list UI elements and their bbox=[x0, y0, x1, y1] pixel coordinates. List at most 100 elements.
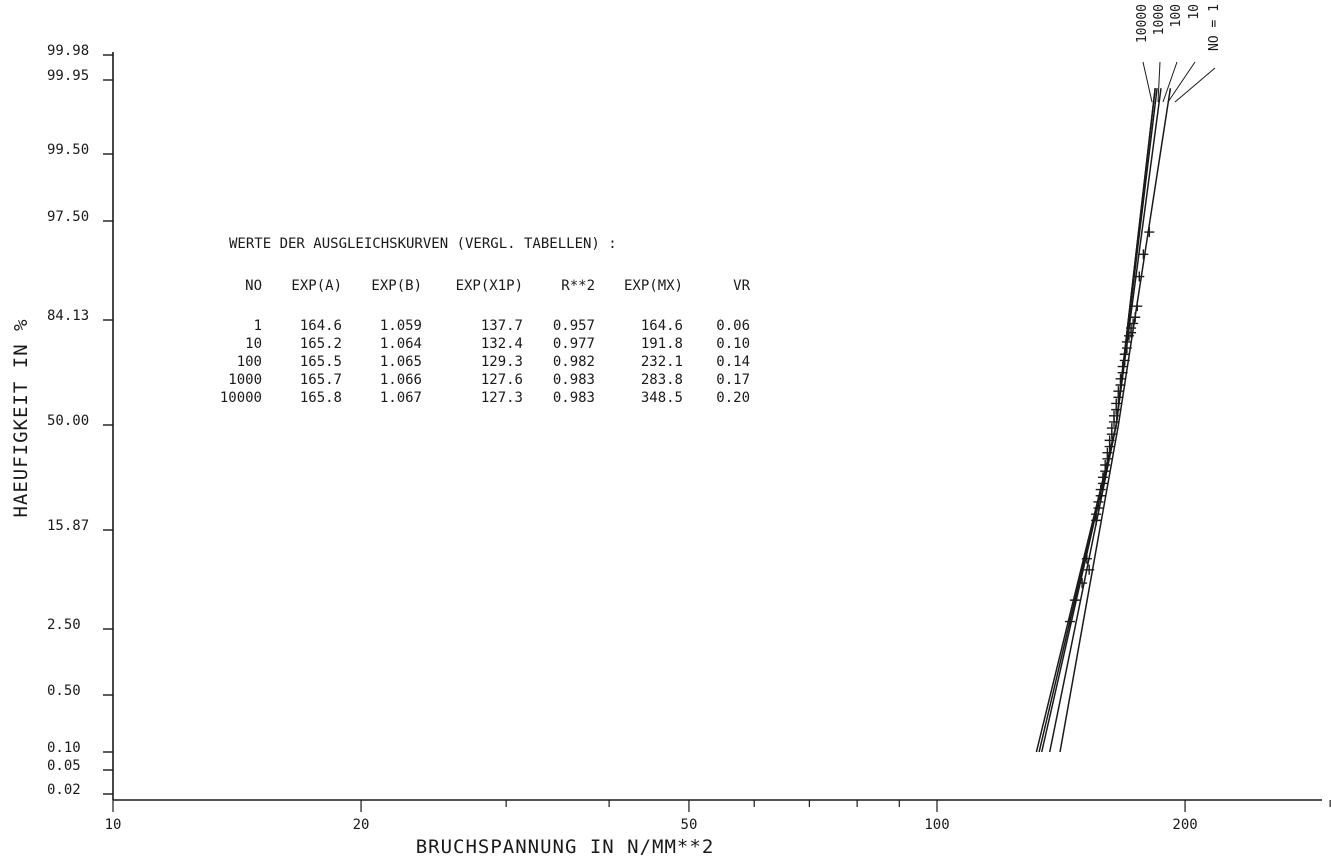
x-tick-label-200: 200 bbox=[1172, 817, 1197, 833]
curve-1000 bbox=[1038, 88, 1156, 753]
data-point bbox=[1126, 323, 1137, 334]
table-cell: 164.6 bbox=[641, 318, 683, 334]
table-header-exp-b: EXP(B) bbox=[371, 278, 422, 294]
data-point bbox=[1095, 484, 1106, 495]
data-point bbox=[1081, 553, 1092, 564]
y-tick-label-99-50: 99.50 bbox=[47, 142, 89, 158]
curve-group bbox=[1035, 88, 1172, 753]
data-point bbox=[1109, 410, 1120, 421]
table-cell: 0.957 bbox=[553, 318, 595, 334]
x-tick-label-20: 20 bbox=[353, 817, 370, 833]
table-header-row: NO EXP(A) EXP(B) EXP(X1P) R**2 EXP(MX) VR bbox=[245, 278, 750, 294]
curve-10000 bbox=[1035, 88, 1156, 753]
legend-label-no-1: NO = 1 bbox=[1207, 4, 1222, 51]
data-point bbox=[1134, 271, 1145, 282]
x-tick-label-100: 100 bbox=[924, 817, 949, 833]
table-cell: 165.5 bbox=[300, 354, 342, 370]
data-point bbox=[1119, 349, 1130, 360]
table-cell: 0.20 bbox=[716, 390, 750, 406]
legend-label-1000: 1000 bbox=[1152, 4, 1167, 35]
data-point bbox=[1117, 361, 1128, 372]
data-point bbox=[1102, 447, 1113, 458]
table-cell: 283.8 bbox=[641, 372, 683, 388]
data-point bbox=[1093, 496, 1104, 507]
table-cell: 1.064 bbox=[380, 336, 422, 352]
curve-100 bbox=[1040, 88, 1158, 753]
data-point bbox=[1097, 472, 1108, 483]
table-header-vr: VR bbox=[733, 278, 750, 294]
y-tick-label-99-98: 99.98 bbox=[47, 43, 89, 59]
table-cell: 1.066 bbox=[380, 372, 422, 388]
legend-leader-no-1 bbox=[1174, 67, 1216, 103]
table-cell: 10 bbox=[245, 336, 262, 352]
table-cell: 165.2 bbox=[300, 336, 342, 352]
y-tick-group: 99.98 99.95 99.50 97.50 84.13 50.00 15.87 2.50 0… bbox=[47, 43, 113, 798]
table-cell: 1.067 bbox=[380, 390, 422, 406]
table-cell: 348.5 bbox=[641, 390, 683, 406]
table-row: 10 165.2 1.064 132.4 0.977 191.8 0.10 bbox=[245, 336, 750, 352]
table-cell: 1.059 bbox=[380, 318, 422, 334]
table-cell: 137.7 bbox=[481, 318, 523, 334]
legend-leader-100 bbox=[1162, 61, 1178, 103]
data-point bbox=[1113, 386, 1124, 397]
data-point bbox=[1132, 301, 1143, 312]
x-tick-label-10: 10 bbox=[105, 817, 122, 833]
data-point bbox=[1128, 318, 1139, 329]
legend-leader-1000 bbox=[1157, 61, 1161, 103]
data-point bbox=[1106, 423, 1117, 434]
y-tick-label-0-05: 0.05 bbox=[47, 758, 81, 774]
x-axis-title: BRUCHSPANNUNG IN N/MM**2 bbox=[416, 836, 715, 858]
table-cell: 0.10 bbox=[716, 336, 750, 352]
table-cell: 0.17 bbox=[716, 372, 750, 388]
table-header-r-2: R**2 bbox=[561, 278, 595, 294]
data-point bbox=[1138, 249, 1149, 260]
y-tick-label-97-50: 97.50 bbox=[47, 209, 89, 225]
table-cell: 129.3 bbox=[481, 354, 523, 370]
table-header-exp-x1p: EXP(X1P) bbox=[456, 278, 523, 294]
table-cell: 165.8 bbox=[300, 390, 342, 406]
table-cell: 232.1 bbox=[641, 354, 683, 370]
table-cell: 191.8 bbox=[641, 336, 683, 352]
legend-leader-10000 bbox=[1142, 61, 1153, 103]
legend-label-10000: 10000 bbox=[1135, 4, 1150, 43]
table-cell: 164.6 bbox=[300, 318, 342, 334]
table-cell: 1 bbox=[254, 318, 262, 334]
data-point bbox=[1077, 578, 1088, 589]
data-point bbox=[1115, 373, 1126, 384]
curve-no-1 bbox=[1059, 88, 1172, 753]
table-cell: 127.6 bbox=[481, 372, 523, 388]
table-cell: 0.983 bbox=[553, 390, 595, 406]
table-cell: 0.06 bbox=[716, 318, 750, 334]
data-point bbox=[1100, 459, 1111, 470]
data-point bbox=[1091, 509, 1102, 520]
y-tick-label-84-13: 84.13 bbox=[47, 308, 89, 324]
table-cell: 100 bbox=[237, 354, 262, 370]
table-row: 1000 165.7 1.066 127.6 0.983 283.8 0.17 bbox=[228, 372, 750, 388]
table-header-no: NO bbox=[245, 278, 262, 294]
data-point bbox=[1064, 616, 1075, 627]
data-point bbox=[1144, 227, 1155, 238]
y-tick-label-0-50: 0.50 bbox=[47, 683, 81, 699]
table-header-exp-mx: EXP(MX) bbox=[624, 278, 683, 294]
data-point bbox=[1121, 336, 1132, 347]
table-cell: 10000 bbox=[220, 390, 262, 406]
table-cell: 165.7 bbox=[300, 372, 342, 388]
data-point bbox=[1111, 398, 1122, 409]
table-body: 1 164.6 1.059 137.7 0.957 164.6 0.06 10 165.2 1.0… bbox=[220, 318, 750, 406]
legend-leader-10 bbox=[1167, 61, 1196, 103]
table-row: 1 164.6 1.059 137.7 0.957 164.6 0.06 bbox=[254, 318, 750, 334]
y-tick-label-15-87: 15.87 bbox=[47, 518, 89, 534]
y-tick-label-50-00: 50.00 bbox=[47, 413, 89, 429]
legend: 10000 1000 100 10 NO = 1 bbox=[1135, 4, 1222, 103]
table-cell: 0.14 bbox=[716, 354, 750, 370]
table-header-exp-a: EXP(A) bbox=[291, 278, 342, 294]
table-cell: 0.977 bbox=[553, 336, 595, 352]
table-cell: 127.3 bbox=[481, 390, 523, 406]
table-row: 100 165.5 1.065 129.3 0.982 232.1 0.14 bbox=[237, 354, 750, 370]
x-tick-group: 10 20 50 100 200 bbox=[105, 800, 1331, 833]
results-table: WERTE DER AUSGLEICHSKURVEN (VERGL. TABEL… bbox=[220, 236, 751, 406]
y-tick-label-99-95: 99.95 bbox=[47, 68, 89, 84]
y-tick-label-2-50: 2.50 bbox=[47, 617, 81, 633]
table-title: WERTE DER AUSGLEICHSKURVEN (VERGL. TABEL… bbox=[229, 236, 617, 252]
